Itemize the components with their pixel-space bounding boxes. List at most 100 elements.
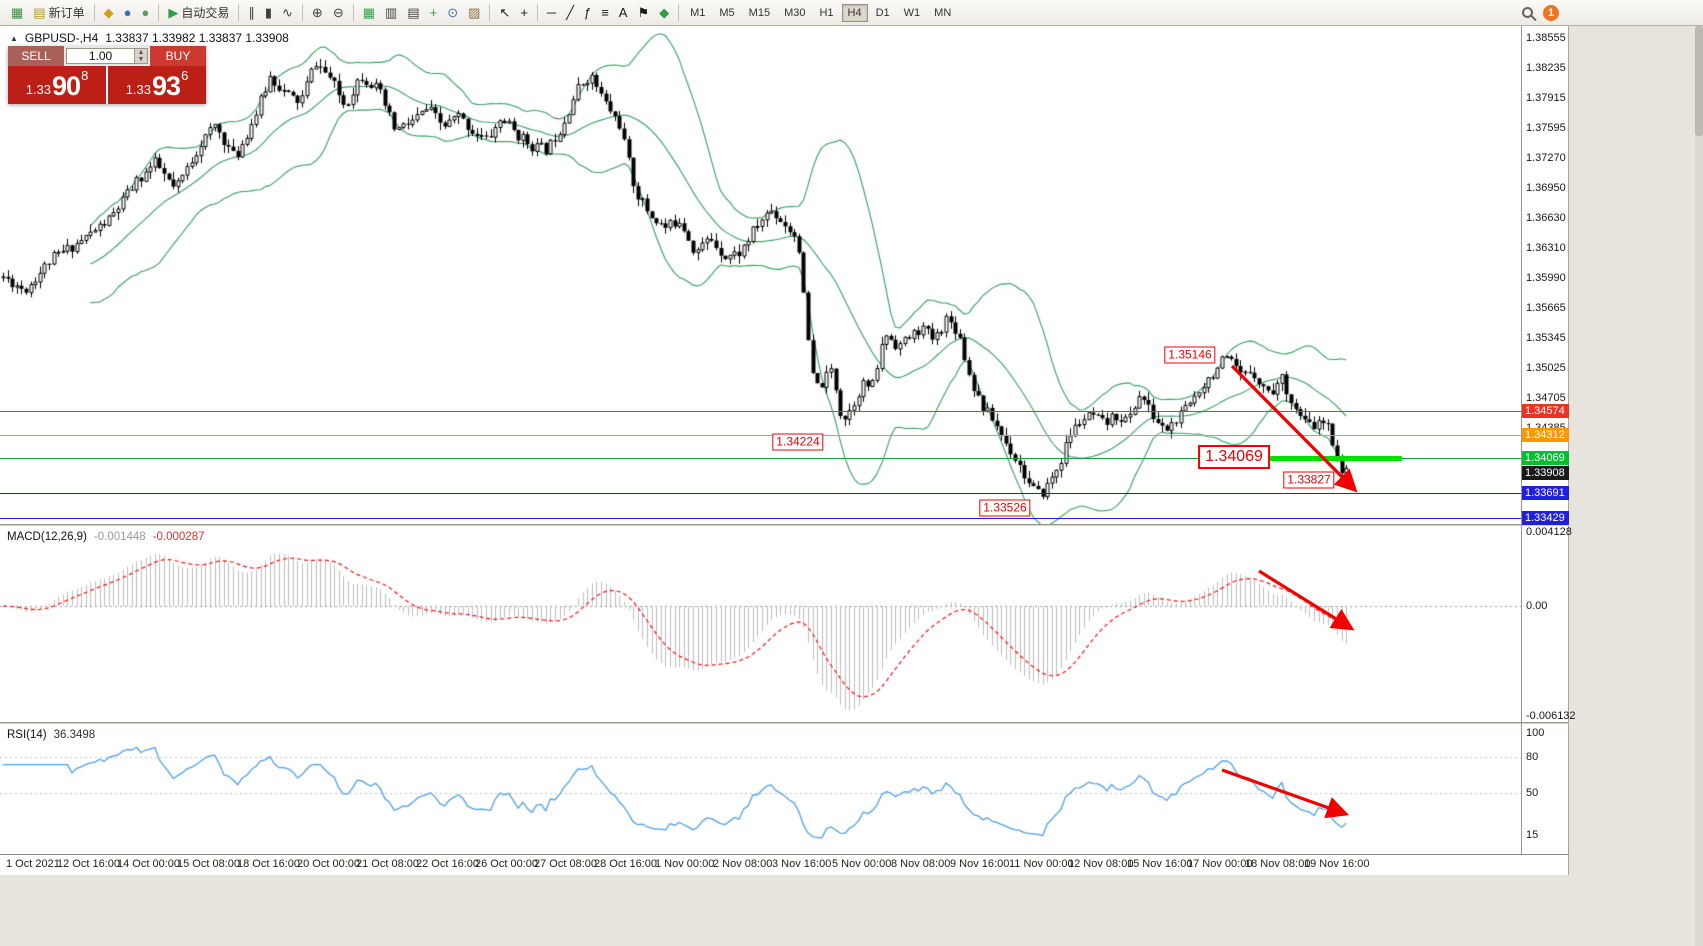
fibonacci-icon: ƒ <box>583 5 592 20</box>
bar-chart-button[interactable]: ∥ <box>243 3 260 23</box>
time-axis-label: 15 Oct 08:00 <box>177 858 240 870</box>
time-axis-label: 14 Oct 00:00 <box>117 858 180 870</box>
indicators-button[interactable]: + <box>425 3 443 23</box>
market-watch-button[interactable]: ◆ <box>99 3 119 23</box>
navigator-button[interactable]: ● <box>119 3 137 23</box>
timeframe-toolbar: M1 M5 M15 M30 H1 H4 D1 W1 MN <box>683 0 958 25</box>
trendline-button[interactable]: ╱ <box>561 3 579 23</box>
rsi-value: 36.3498 <box>53 729 96 741</box>
buy-button[interactable]: 1.33 93 6 <box>108 66 206 104</box>
templates-button[interactable]: ▨ <box>463 3 485 23</box>
timeframe-h4-button[interactable]: H4 <box>841 3 868 22</box>
candlestick-chart-icon: ▮ <box>264 5 272 20</box>
zoom-in-button[interactable]: ⊕ <box>307 3 328 23</box>
price-scale-tick: 1.35990 <box>1526 271 1566 284</box>
price-chart-canvas[interactable] <box>0 26 1521 524</box>
horizontal-level-line[interactable] <box>0 518 1521 519</box>
terminal-button[interactable]: ● <box>136 3 154 23</box>
macd-panel-canvas[interactable] <box>0 526 1521 722</box>
scrollbar-thumb[interactable] <box>1695 26 1703 136</box>
crosshair-button[interactable]: + <box>515 3 533 23</box>
timeframe-m15-button[interactable]: M15 <box>748 6 771 19</box>
volume-stepper[interactable]: 1.00 ▲ ▼ <box>64 46 150 66</box>
macd-panel-separator[interactable] <box>0 524 1569 526</box>
timeframe-w1-button[interactable]: W1 <box>903 6 921 19</box>
equidistant-channel-button[interactable]: ≡ <box>596 3 614 23</box>
stagger-windows-icon: ▤ <box>407 5 420 20</box>
rsi-name: RSI(14) <box>7 729 47 741</box>
rsi-panel-separator[interactable] <box>0 722 1569 724</box>
fibonacci-button[interactable]: ƒ <box>579 3 596 23</box>
vertical-scrollbar[interactable] <box>1695 26 1703 946</box>
toolbar-separator <box>301 4 303 21</box>
timeframe-d1-button[interactable]: D1 <box>875 6 890 19</box>
text-tool-icon: A <box>618 5 628 20</box>
tile-windows-button[interactable]: ▦ <box>358 3 380 23</box>
candlestick-chart-button[interactable]: ▮ <box>260 3 277 23</box>
price-annotation[interactable]: 1.34224 <box>772 433 824 451</box>
shapes-icon: ◆ <box>659 5 670 20</box>
time-axis-label: 11 Nov 00:00 <box>1009 858 1074 870</box>
price-annotation[interactable]: 1.33526 <box>979 499 1031 517</box>
periods-button[interactable]: ⊙ <box>442 3 463 23</box>
time-axis-label: 1 Nov 00:00 <box>655 858 715 870</box>
price-annotation[interactable]: 1.35146 <box>1164 346 1216 364</box>
price-scale-tick: 1.37270 <box>1526 152 1566 165</box>
sell-button[interactable]: 1.33 90 8 <box>8 66 106 104</box>
line-chart-button[interactable]: ∿ <box>277 3 298 23</box>
auto-trading-button[interactable]: ▶ 自动交易 <box>163 3 234 23</box>
search-icon[interactable] <box>1522 7 1533 18</box>
volume-spinner[interactable]: ▲ ▼ <box>135 48 148 64</box>
horizontal-level-line[interactable] <box>0 458 1521 459</box>
price-scale-border <box>1521 26 1522 854</box>
price-scale-badge: 1.33691 <box>1522 486 1569 501</box>
horizontal-line-button[interactable]: ─ <box>542 3 561 23</box>
stagger-windows-button[interactable]: ▤ <box>402 3 424 23</box>
notification-badge[interactable]: 1 <box>1543 4 1559 21</box>
shapes-button[interactable]: ◆ <box>654 3 674 23</box>
toolbar-separator <box>489 4 491 21</box>
timeframe-m30-button[interactable]: M30 <box>784 6 806 19</box>
price-scale-tick: 1.38555 <box>1526 31 1566 44</box>
price-scale-tick: 1.36310 <box>1526 241 1566 254</box>
horizontal-level-line[interactable] <box>0 435 1521 436</box>
volume-input[interactable]: 1.00 <box>66 48 135 64</box>
macd-signal-value: -0.000287 <box>152 531 205 543</box>
equidistant-channel-icon: ≡ <box>601 5 609 20</box>
buy-header-button[interactable]: BUY <box>150 46 206 66</box>
sell-header-button[interactable]: SELL <box>8 46 64 66</box>
new-order-button[interactable]: ▤ 新订单 <box>28 3 89 23</box>
indicators-icon: + <box>429 5 438 20</box>
timeframe-m1-button[interactable]: M1 <box>690 6 706 19</box>
new-chart-button[interactable]: ▦ <box>6 3 28 23</box>
time-axis-label: 18 Nov 08:00 <box>1245 858 1311 870</box>
rsi-panel-canvas[interactable] <box>0 724 1521 854</box>
arrow-label-icon: ⚑ <box>637 5 650 20</box>
rsi-scale-label: 100 <box>1526 727 1545 739</box>
time-axis-label: 22 Oct 16:00 <box>416 858 479 870</box>
volume-up-icon[interactable]: ▲ <box>137 49 145 56</box>
price-annotation[interactable]: 1.33827 <box>1283 471 1335 489</box>
line-chart-icon: ∿ <box>282 5 293 20</box>
arrow-label-button[interactable]: ⚑ <box>632 3 654 23</box>
toolbar-separator <box>678 4 680 21</box>
price-annotation[interactable]: 1.34069 <box>1198 445 1270 469</box>
timeframe-h1-button[interactable]: H1 <box>819 6 834 19</box>
zoom-out-button[interactable]: ⊖ <box>328 3 349 23</box>
horizontal-level-line[interactable] <box>0 493 1521 494</box>
volume-down-icon[interactable]: ▼ <box>137 56 145 63</box>
timeframe-m5-button[interactable]: M5 <box>719 6 735 19</box>
text-tool-button[interactable]: A <box>614 3 633 23</box>
new-order-icon: ▤ <box>33 5 46 20</box>
macd-name: MACD(12,26,9) <box>7 531 87 543</box>
time-axis-label: 12 Oct 16:00 <box>57 858 120 870</box>
auto-arrange-button[interactable]: ▥ <box>380 3 402 23</box>
time-axis-label: 8 Nov 08:00 <box>891 858 951 870</box>
templates-icon: ▨ <box>468 5 481 20</box>
symbol-collapse-icon[interactable]: ▲ <box>10 33 18 43</box>
support-line-segment[interactable] <box>1270 456 1402 461</box>
horizontal-level-line[interactable] <box>0 411 1521 412</box>
timeframe-mn-button[interactable]: MN <box>934 6 952 19</box>
periods-icon: ⊙ <box>447 5 459 20</box>
cursor-button[interactable]: ↖ <box>494 3 515 23</box>
